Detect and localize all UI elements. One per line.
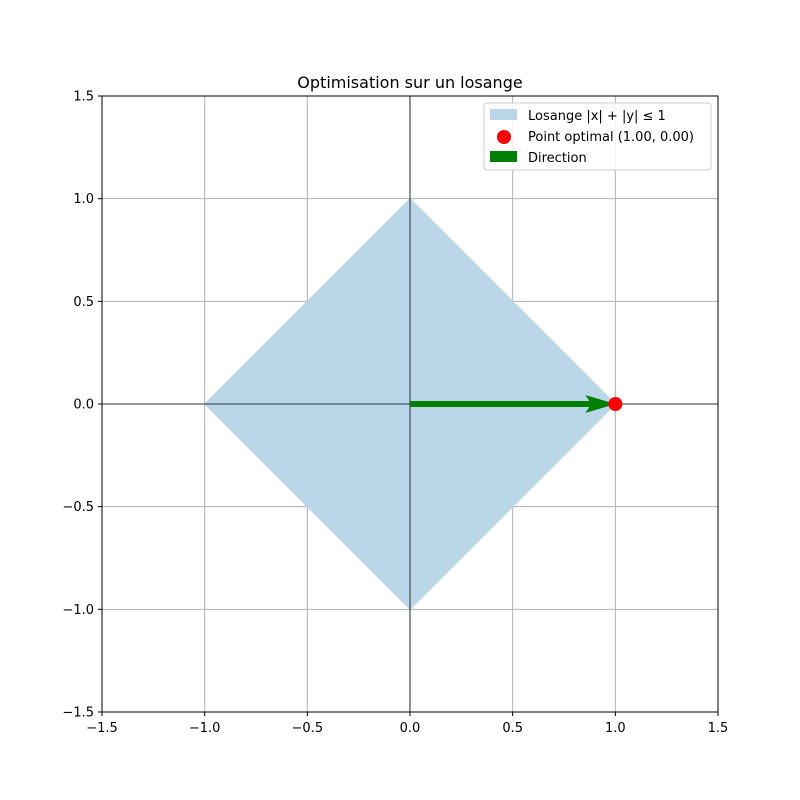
x-tick-label-5: 1.0: [605, 721, 626, 736]
legend-swatch-point: [497, 130, 511, 144]
x-axis-ticks: −1.5 −1.0 −0.5 0.0 0.5 1.0 1.5: [86, 712, 728, 736]
x-tick-label-0: −1.5: [86, 721, 118, 736]
y-tick-label-0: −1.5: [62, 706, 94, 721]
legend-swatch-arrow: [490, 151, 517, 162]
optimal-point: [608, 397, 623, 411]
x-tick-label-1: −1.0: [189, 721, 221, 736]
legend: Losange |x| + |y| ≤ 1 Point optimal (1.0…: [483, 102, 712, 171]
y-tick-label-3: 0.0: [73, 398, 94, 413]
legend-label-region: Losange |x| + |y| ≤ 1: [528, 109, 666, 124]
y-tick-label-6: 1.5: [73, 90, 94, 105]
y-tick-label-4: 0.5: [73, 295, 94, 310]
legend-box: [483, 102, 712, 171]
arrow-layer: [410, 395, 616, 413]
x-tick-label-2: −0.5: [292, 721, 324, 736]
legend-swatch-region: [490, 109, 517, 120]
y-axis-ticks: −1.5 −1.0 −0.5 0.0 0.5 1.0 1.5: [62, 90, 102, 721]
y-tick-label-5: 1.0: [73, 192, 94, 207]
legend-label-point: Point optimal (1.00, 0.00): [528, 130, 694, 145]
y-tick-label-2: −0.5: [62, 500, 94, 515]
chart-title: Optimisation sur un losange: [297, 73, 522, 92]
x-tick-label-6: 1.5: [708, 721, 729, 736]
legend-label-arrow: Direction: [528, 151, 587, 166]
x-tick-label-4: 0.5: [502, 721, 523, 736]
direction-arrow-head: [585, 395, 616, 413]
y-tick-label-1: −1.0: [62, 603, 94, 618]
x-tick-label-3: 0.0: [400, 721, 421, 736]
